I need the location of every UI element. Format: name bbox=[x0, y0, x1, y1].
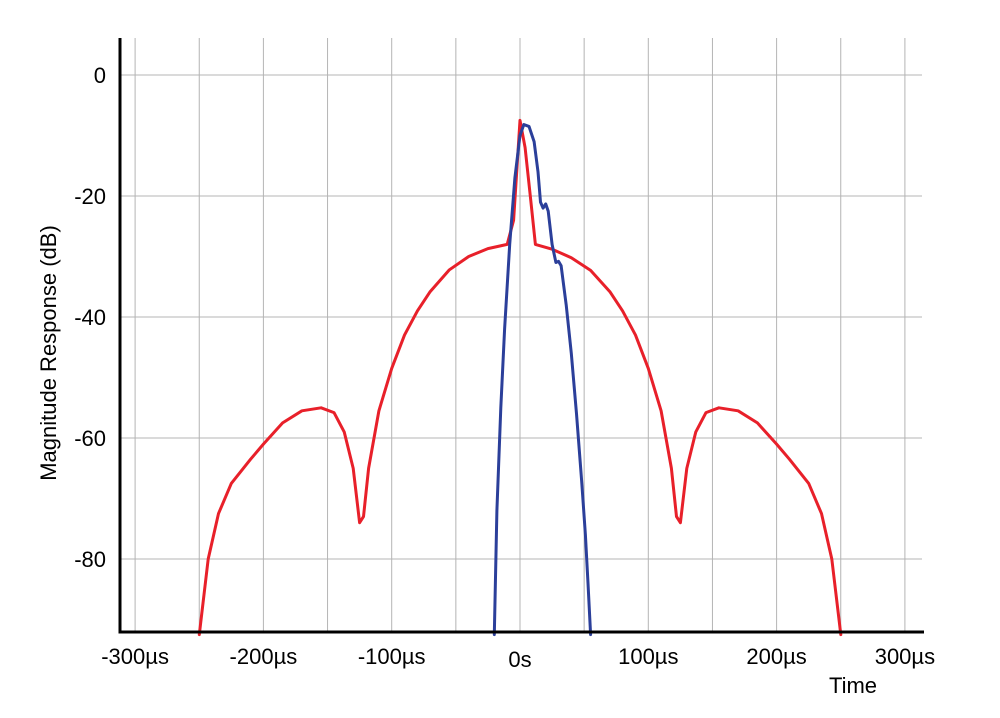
x-tick-labels: -300µs -200µs -100µs 0s 100µs 200µs 300µs bbox=[101, 644, 935, 672]
x-tick-label: -200µs bbox=[230, 644, 298, 669]
y-tick-label: 0 bbox=[94, 63, 106, 88]
y-axis-title: Magnitude Response (dB) bbox=[36, 225, 61, 481]
x-tick-label: 100µs bbox=[618, 644, 678, 669]
series-line-2 bbox=[492, 123, 593, 637]
y-tick-label: -80 bbox=[74, 547, 106, 572]
series-group bbox=[197, 118, 843, 637]
grid bbox=[120, 38, 922, 632]
y-tick-label: -60 bbox=[74, 426, 106, 451]
x-tick-label: 0s bbox=[508, 647, 531, 672]
x-tick-label: -300µs bbox=[101, 644, 169, 669]
y-tick-label: -20 bbox=[74, 184, 106, 209]
x-tick-label: 300µs bbox=[875, 644, 935, 669]
x-tick-label: 200µs bbox=[746, 644, 806, 669]
x-axis-title: Time bbox=[829, 673, 877, 698]
y-tick-labels: 0 -20 -40 -60 -80 bbox=[74, 63, 106, 572]
x-tick-label: -100µs bbox=[358, 644, 426, 669]
series-line-1 bbox=[197, 118, 843, 637]
y-tick-label: -40 bbox=[74, 305, 106, 330]
